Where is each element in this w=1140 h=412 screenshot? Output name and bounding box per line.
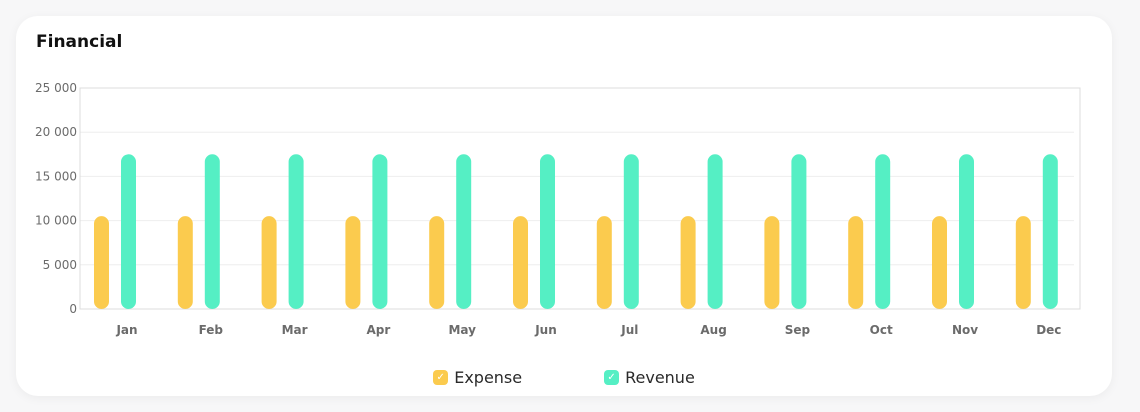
x-tick-label: Mar: [282, 323, 308, 337]
bar-revenue-mar: [288, 154, 304, 309]
y-tick-label: 20 000: [35, 125, 77, 139]
x-tick-label: Oct: [870, 323, 893, 337]
bar-expense-feb: [177, 216, 193, 309]
grid-layer: [80, 131, 1074, 266]
legend-label-revenue: Revenue: [625, 368, 695, 387]
bar-layer: [94, 154, 1058, 309]
y-tick-label: 5 000: [43, 258, 77, 272]
bar-revenue-apr: [372, 154, 388, 309]
financial-bar-chart: 0 5 000 10 000 15 000 20 000 25 000 Jan Feb Mar A…: [35, 81, 1081, 337]
x-tick-label: Jul: [620, 323, 638, 337]
bar-expense-dec: [1015, 216, 1031, 309]
axis-layer: [79, 87, 1081, 310]
x-tick-label: Apr: [367, 323, 391, 337]
check-icon: ✓: [604, 370, 620, 385]
x-tick-label: Jun: [534, 323, 557, 337]
bar-expense-jul: [596, 216, 612, 309]
bar-expense-nov: [932, 216, 947, 309]
y-tick-label: 25 000: [35, 81, 77, 95]
bar-expense-may: [429, 216, 445, 309]
bar-expense-apr: [345, 216, 361, 309]
label-layer: 0 5 000 10 000 15 000 20 000 25 000 Jan Feb Mar A…: [35, 81, 1061, 337]
bar-expense-jan: [94, 216, 109, 309]
bar-expense-sep: [764, 216, 780, 309]
bar-revenue-feb: [204, 154, 220, 309]
bar-revenue-dec: [1042, 154, 1058, 309]
x-tick-label: Aug: [700, 323, 726, 337]
check-icon: ✓: [433, 370, 449, 385]
bar-revenue-jun: [540, 154, 555, 309]
legend-item-expense[interactable]: ✓ Expense: [433, 368, 522, 387]
bar-expense-aug: [680, 216, 696, 309]
financial-card: Financial 0 5 000 10 000 15 000 20 000 25 000…: [16, 16, 1112, 396]
y-tick-label: 10 000: [35, 214, 77, 228]
chart-legend: ✓ Expense ✓ Revenue: [16, 368, 1112, 387]
bar-expense-oct: [848, 216, 864, 309]
y-tick-label: 0: [69, 302, 77, 316]
bar-expense-mar: [261, 216, 277, 309]
x-tick-label: Jan: [115, 323, 137, 337]
x-tick-label: Sep: [785, 323, 811, 337]
bar-revenue-jul: [623, 154, 639, 309]
legend-label-expense: Expense: [454, 368, 523, 387]
bar-expense-jun: [513, 216, 528, 309]
x-tick-label: Nov: [952, 323, 978, 337]
x-tick-label: May: [448, 323, 476, 337]
bar-revenue-sep: [791, 154, 807, 309]
bar-revenue-aug: [707, 154, 723, 309]
y-tick-label: 15 000: [35, 169, 77, 183]
bar-revenue-nov: [959, 154, 974, 309]
bar-revenue-jan: [121, 154, 136, 309]
legend-item-revenue[interactable]: ✓ Revenue: [604, 368, 695, 387]
bar-revenue-oct: [875, 154, 891, 309]
x-tick-label: Feb: [199, 323, 224, 337]
x-tick-label: Dec: [1036, 323, 1061, 337]
plot-frame: [79, 87, 1081, 310]
bar-revenue-may: [456, 154, 472, 309]
card-title: Financial: [36, 32, 123, 52]
